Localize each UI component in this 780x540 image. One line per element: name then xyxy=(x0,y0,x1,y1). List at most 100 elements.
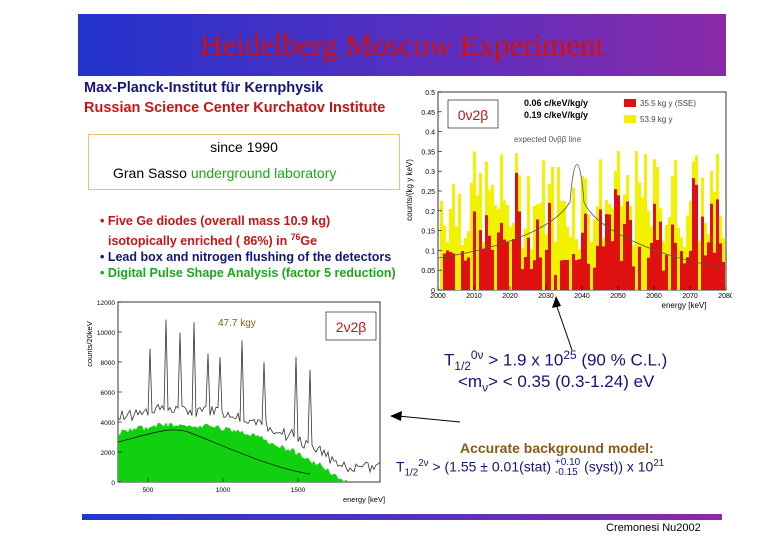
background-model-heading: Accurate background model: xyxy=(460,440,654,456)
halflife-2nu: T1/22ν > (1.55 ± 0.01(stat) +0.10 -0.15 (… xyxy=(396,458,664,479)
yellow-bin xyxy=(572,187,575,290)
red-bin xyxy=(653,203,656,290)
bullet-enriched: isotopically enriched ( 86%) in 76Ge xyxy=(108,232,317,248)
red-bin xyxy=(617,195,620,290)
red-bin xyxy=(584,213,587,290)
x-tick-label: 2000 xyxy=(430,293,446,300)
top-y-ticks: 0.5 0.45 0.4 0.35 0.3 0.25 0.2 0.15 0.1 0.05 0 xyxy=(421,90,442,295)
arrow-left-head xyxy=(390,411,402,421)
red-bin xyxy=(446,250,449,290)
red-bin xyxy=(512,239,515,290)
red-bin xyxy=(707,242,710,290)
yellow-bin xyxy=(656,166,659,290)
title-banner: Heidelberg Moscow Experiment xyxy=(78,14,726,76)
isotope-symbol: Ge xyxy=(300,234,318,249)
institute-2: Russian Science Center Kurchatov Institu… xyxy=(84,100,386,116)
yellow-bin xyxy=(554,241,557,290)
red-bin xyxy=(506,242,509,290)
yellow-bin xyxy=(590,241,593,290)
red-bin xyxy=(578,259,581,290)
red-bin xyxy=(452,253,455,290)
red-bin xyxy=(656,239,659,290)
bullet-psa: • Digital Pulse Shape Analysis (factor 5… xyxy=(100,266,396,280)
yellow-bin xyxy=(470,182,473,290)
red-bin xyxy=(572,253,575,290)
since-text: since 1990 xyxy=(210,139,278,155)
arrow-up xyxy=(555,303,573,351)
bottom-xlabel: energy [keV] xyxy=(343,495,385,504)
red-bin xyxy=(614,189,617,290)
red-bin xyxy=(602,246,605,290)
t2-plus: +0.10 xyxy=(554,457,581,468)
bullet-text: • Lead box and nitrogen flushing of the … xyxy=(100,250,392,264)
lab-name: underground laboratory xyxy=(190,165,337,181)
y-tick-label: 0 xyxy=(431,288,435,295)
slide-title: Heidelberg Moscow Experiment xyxy=(199,27,605,62)
y-tick-label: 0.1 xyxy=(425,248,435,255)
bullet-text: isotopically enriched ( 86%) in xyxy=(108,234,291,249)
badge-0nu2beta xyxy=(447,99,499,129)
location-box: since 1990 Gran Sasso underground labora… xyxy=(88,134,400,190)
y-tick-label: 12000 xyxy=(97,300,115,307)
red-bin xyxy=(710,203,713,290)
location-name: Gran Sasso xyxy=(113,165,187,181)
resolution-1: 0.06 c/keV/kg/y xyxy=(524,98,588,108)
yellow-bin xyxy=(647,211,650,290)
t-cl: (90 % C.L.) xyxy=(576,350,668,370)
top-histogram xyxy=(440,150,725,290)
red-bin xyxy=(674,242,677,290)
bullet-diodes: • Five Ge diodes (overall mass 10.9 kg) xyxy=(100,214,330,228)
red-bin xyxy=(515,172,518,290)
t-sup: 0ν xyxy=(470,348,484,362)
red-bin xyxy=(530,269,533,290)
yellow-bin xyxy=(494,204,497,290)
yellow-bin xyxy=(533,205,536,290)
red-bin xyxy=(533,260,536,290)
fit-curve xyxy=(117,429,311,475)
y-tick-label: 0.25 xyxy=(421,189,435,196)
red-bin xyxy=(464,260,467,290)
y-tick-label: 0.4 xyxy=(425,130,435,137)
yellow-bin xyxy=(521,247,524,290)
yellow-bin xyxy=(563,201,566,290)
yellow-bin xyxy=(449,208,452,290)
t-label: T xyxy=(444,350,455,370)
red-bin xyxy=(563,259,566,290)
red-bin xyxy=(626,201,629,290)
red-bin xyxy=(608,214,611,290)
top-xlabel: energy [keV] xyxy=(662,301,707,310)
red-bin xyxy=(587,263,590,290)
bottom-y-ticks: 12000 10000 8000 6000 4000 2000 0 xyxy=(97,300,122,487)
yellow-bin xyxy=(662,241,665,290)
red-bin xyxy=(665,254,668,290)
red-bin xyxy=(554,274,557,290)
red-bin xyxy=(650,242,653,290)
yellow-bin xyxy=(566,226,569,290)
fit-curve xyxy=(437,164,727,269)
red-bin xyxy=(527,237,530,290)
red-bin xyxy=(461,251,464,290)
yellow-bin xyxy=(527,176,530,290)
x-tick-label: 2020 xyxy=(502,293,518,300)
yellow-bin xyxy=(476,195,479,290)
yellow-bin xyxy=(458,193,461,290)
red-bin xyxy=(692,178,695,290)
yellow-bin xyxy=(551,166,554,290)
red-bin xyxy=(704,255,707,290)
mass-post: > < 0.35 (0.3-1.24) eV xyxy=(488,372,655,391)
gray-spectrum-line xyxy=(117,319,381,474)
red-bin xyxy=(632,266,635,290)
y-tick-label: 4000 xyxy=(101,420,116,427)
x-tick-label: 2080 xyxy=(718,293,732,300)
green-spectrum-fill xyxy=(118,422,380,482)
red-bin xyxy=(593,267,596,290)
bottom-ylabel: counts/20keV xyxy=(85,321,94,366)
x-tick-label: 2040 xyxy=(574,293,590,300)
red-bin xyxy=(521,269,524,290)
yellow-bin xyxy=(677,227,680,290)
y-tick-label: 0.3 xyxy=(425,169,435,176)
red-bin xyxy=(599,209,602,290)
red-bin xyxy=(680,251,683,290)
red-bin xyxy=(716,199,719,290)
